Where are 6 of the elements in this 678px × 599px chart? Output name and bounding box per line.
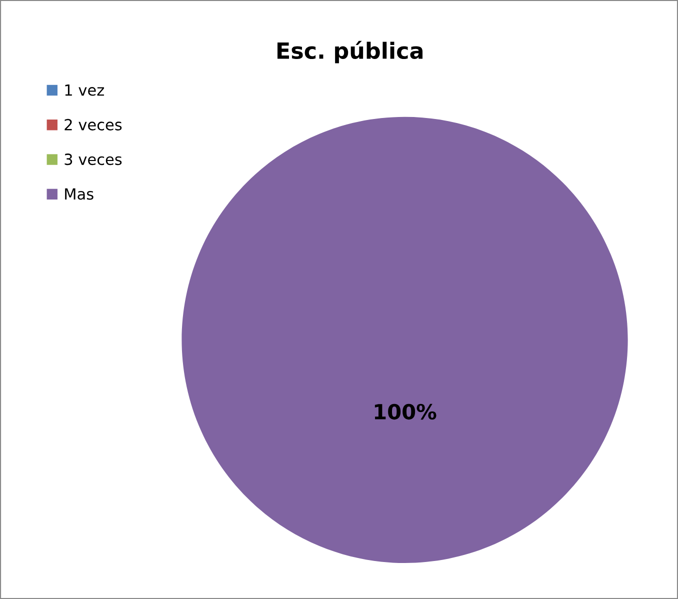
legend-label: 1 vez: [65, 84, 104, 96]
data-label: 100%: [374, 404, 436, 420]
legend-label: 2 veces: [64, 118, 122, 130]
chart-title: Esc. pública: [277, 40, 422, 64]
legend-label: 3 veces: [64, 154, 122, 166]
legend-label: Mas: [65, 188, 94, 200]
